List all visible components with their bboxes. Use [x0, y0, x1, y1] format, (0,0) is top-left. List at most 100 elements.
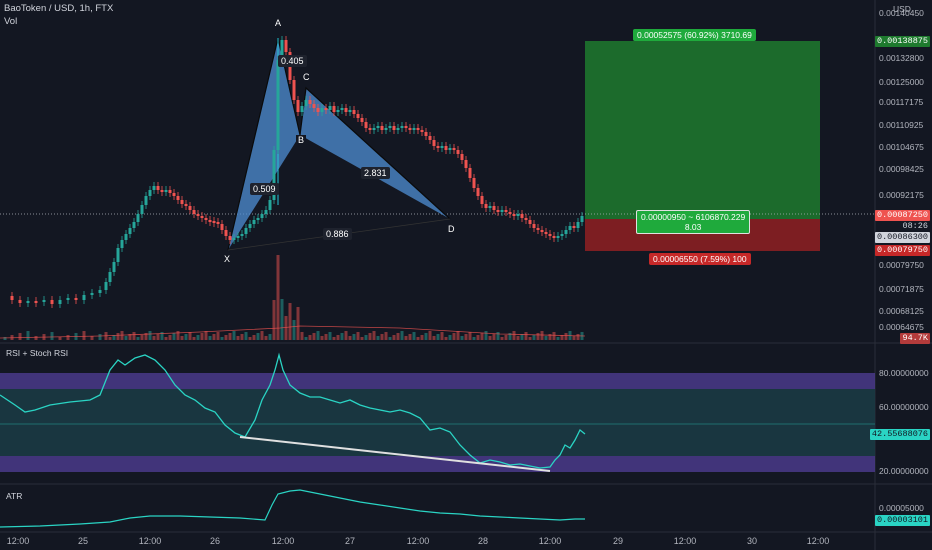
ratio-abc: 0.509	[250, 183, 279, 195]
harmonic-pattern[interactable]	[227, 37, 451, 251]
price-axis[interactable]: 0.00140450 0.00132800 0.00125000 0.00117175…	[879, 8, 924, 332]
time-axis-label: 12:00	[539, 536, 562, 546]
volume-bar	[364, 335, 368, 340]
volume-bar	[424, 333, 428, 340]
volume-bar	[292, 320, 296, 340]
candle-body	[176, 196, 180, 200]
candle-body	[344, 108, 348, 112]
candle-body	[66, 298, 70, 300]
volume-bar	[256, 333, 260, 340]
candle-body	[124, 234, 128, 240]
volume-bar	[472, 337, 476, 340]
candle-body	[180, 200, 184, 204]
candle-body	[492, 206, 496, 210]
pattern-point-d[interactable]: D	[446, 224, 457, 234]
rsi-pane-title[interactable]: RSI + Stoch RSI	[6, 348, 69, 358]
candle-body	[464, 160, 468, 168]
candle-body	[428, 136, 432, 140]
candle-body	[224, 230, 228, 236]
stop-label[interactable]: 0.00006550 (7.59%) 100	[649, 253, 751, 265]
volume-bar	[336, 335, 340, 340]
candle-body	[200, 216, 204, 218]
volume-bar	[464, 334, 468, 340]
time-axis-label: 30	[747, 536, 757, 546]
candle-body	[400, 126, 404, 128]
entry-price-tag: 0.00086300	[874, 232, 930, 243]
candle-body	[10, 296, 14, 300]
entry-label[interactable]: 0.00000950 ~ 6106870.229 8.03	[636, 210, 751, 234]
candle-body	[320, 108, 324, 112]
time-axis-label: 26	[210, 536, 220, 546]
volume-bar	[264, 336, 268, 340]
volume-bar	[26, 331, 30, 340]
volume-bar	[548, 334, 552, 340]
pattern-bcd-fill	[300, 88, 450, 219]
rsi-axis[interactable]: 80.00000000 60.00000000 20.00000000	[879, 368, 929, 476]
atr-line[interactable]	[0, 489, 585, 528]
symbol-title[interactable]: BaoToken / USD, 1h, FTX	[4, 3, 114, 14]
volume-bar	[500, 337, 504, 340]
candle-body	[74, 298, 78, 300]
price-axis-label: 0.00068125	[879, 306, 924, 316]
price-axis-label: 0.00098425	[879, 164, 924, 174]
rsi-line[interactable]	[0, 352, 586, 469]
price-axis-label: 0.00140450	[879, 8, 924, 18]
candle-body	[376, 126, 380, 128]
candle-body	[144, 196, 148, 205]
volume-bar	[272, 300, 276, 340]
volume-bar	[252, 335, 256, 340]
pattern-point-c[interactable]: C	[301, 72, 312, 82]
time-axis-label: 12:00	[7, 536, 30, 546]
volume-bar	[372, 331, 376, 340]
atr-pane-title[interactable]: ATR	[6, 491, 23, 501]
candle-body	[204, 218, 208, 220]
candle-body	[248, 224, 252, 228]
volume-bar	[50, 332, 54, 340]
candle-body	[58, 300, 62, 304]
pattern-xab-fill	[228, 38, 300, 250]
rsi-divergence-line[interactable]	[239, 436, 551, 472]
volume-bar	[492, 334, 496, 340]
volume-bar	[360, 337, 364, 340]
volume-bar	[368, 333, 372, 340]
candle-body	[412, 128, 416, 130]
candle-body	[564, 230, 568, 234]
pattern-point-x[interactable]: X	[222, 254, 233, 264]
volume-bar	[148, 331, 152, 340]
time-axis[interactable]: 12:00 25 12:00 26 12:00 27 12:00 28 12:00 29 12:00…	[7, 536, 830, 546]
candle-body	[164, 190, 168, 192]
volume-bar	[300, 332, 304, 340]
volume-bar	[176, 331, 180, 340]
target-label[interactable]: 0.00052575 (60.92%) 3710.69	[633, 29, 756, 41]
volume-bar	[520, 334, 524, 340]
candle-body	[312, 104, 316, 108]
volume-bar	[556, 337, 560, 340]
candle-body	[120, 240, 124, 248]
candle-body	[112, 262, 116, 272]
volume-bar	[98, 334, 102, 340]
candle-body	[316, 108, 320, 112]
volume-bar	[140, 335, 144, 340]
candle-body	[104, 282, 108, 290]
pattern-point-b[interactable]: B	[296, 135, 307, 145]
pattern-point-a[interactable]: A	[273, 18, 284, 28]
volume-bar	[212, 334, 216, 340]
rsi-axis-label: 80.00000000	[879, 368, 929, 378]
candle-body	[308, 100, 312, 104]
atr-value-tag: 0.00003101	[874, 515, 930, 526]
target-zone[interactable]	[585, 41, 820, 219]
volume-bar	[236, 336, 240, 340]
candle-body	[432, 140, 436, 146]
volume-bar	[536, 333, 540, 340]
candle-body	[268, 200, 272, 210]
target-price-tag: 0.00138875	[874, 36, 930, 47]
candle-body	[132, 222, 136, 228]
candlestick-series[interactable]	[10, 36, 584, 308]
candle-body	[476, 188, 480, 196]
volume-bar	[224, 335, 228, 340]
candle-body	[18, 300, 22, 303]
candle-body	[332, 106, 336, 112]
volume-bar	[216, 332, 220, 340]
